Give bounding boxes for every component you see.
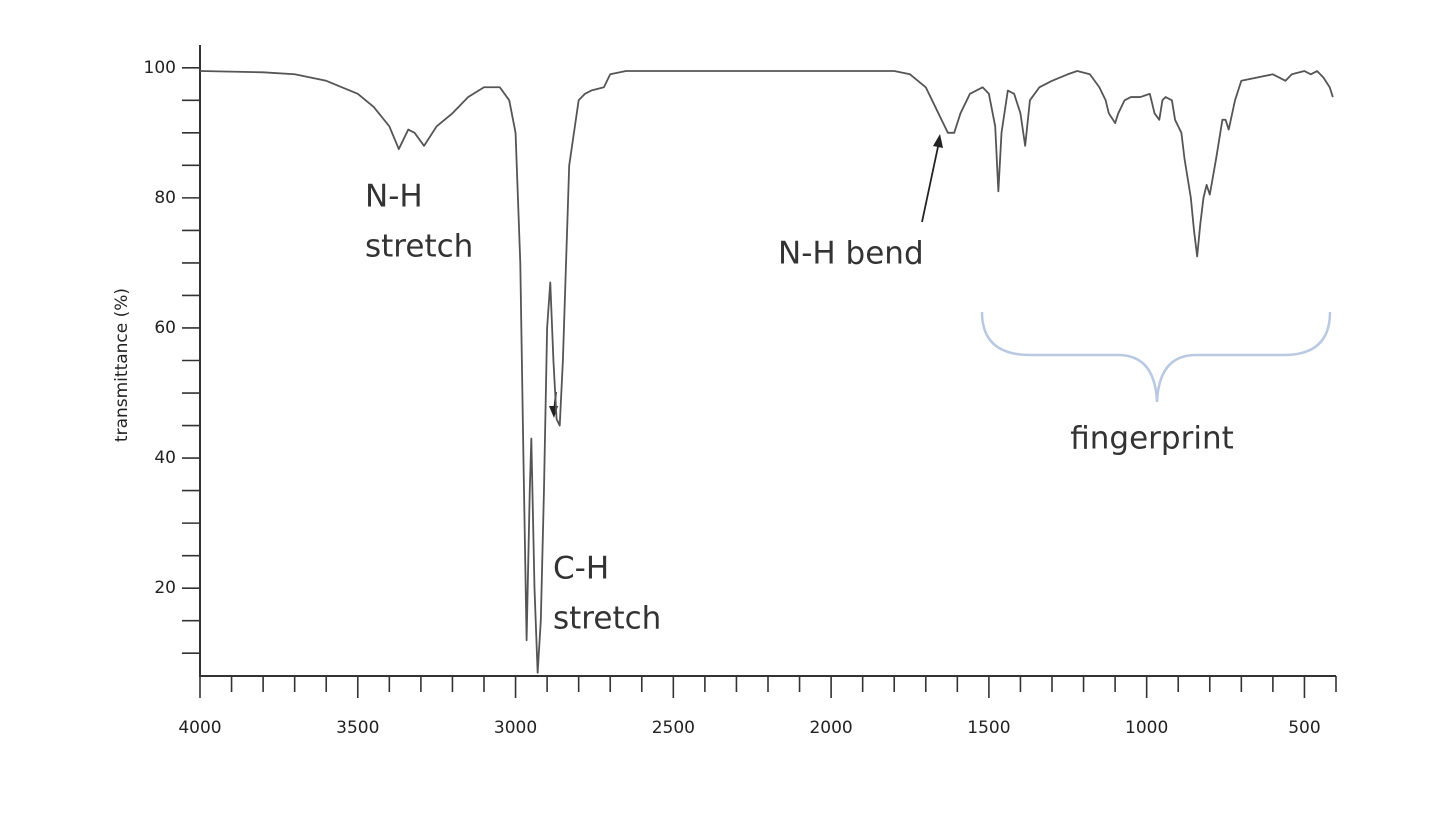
annotation: stretch: [365, 229, 473, 265]
annotation: N-H: [365, 179, 423, 215]
annotation: stretch: [553, 601, 661, 637]
annotation: N-H bend: [778, 236, 924, 272]
y-tick-label: 80: [154, 188, 176, 208]
x-tick-label: 4000: [178, 718, 221, 738]
annotation: fingerprint: [1070, 421, 1234, 457]
annotation: C-H: [553, 551, 609, 587]
x-tick-label: 1000: [1125, 718, 1168, 738]
x-tick-label: 3000: [494, 718, 537, 738]
y-axis-label: transmittance (%): [112, 288, 132, 442]
x-tick-label: 3500: [336, 718, 379, 738]
y-tick-label: 60: [154, 318, 176, 338]
arrow: [921, 141, 940, 223]
x-tick-label: 1500: [967, 718, 1010, 738]
fingerprint-brace: [980, 311, 1332, 403]
x-tick-label: 500: [1288, 718, 1320, 738]
x-tick-label: 2500: [652, 718, 695, 738]
y-tick-label: 40: [154, 448, 176, 468]
y-tick-label: 100: [144, 58, 176, 78]
x-tick-label: 2000: [809, 718, 852, 738]
spectrum-line: [199, 70, 1334, 674]
arrow-head: [933, 134, 943, 148]
y-tick-label: 20: [154, 578, 176, 598]
